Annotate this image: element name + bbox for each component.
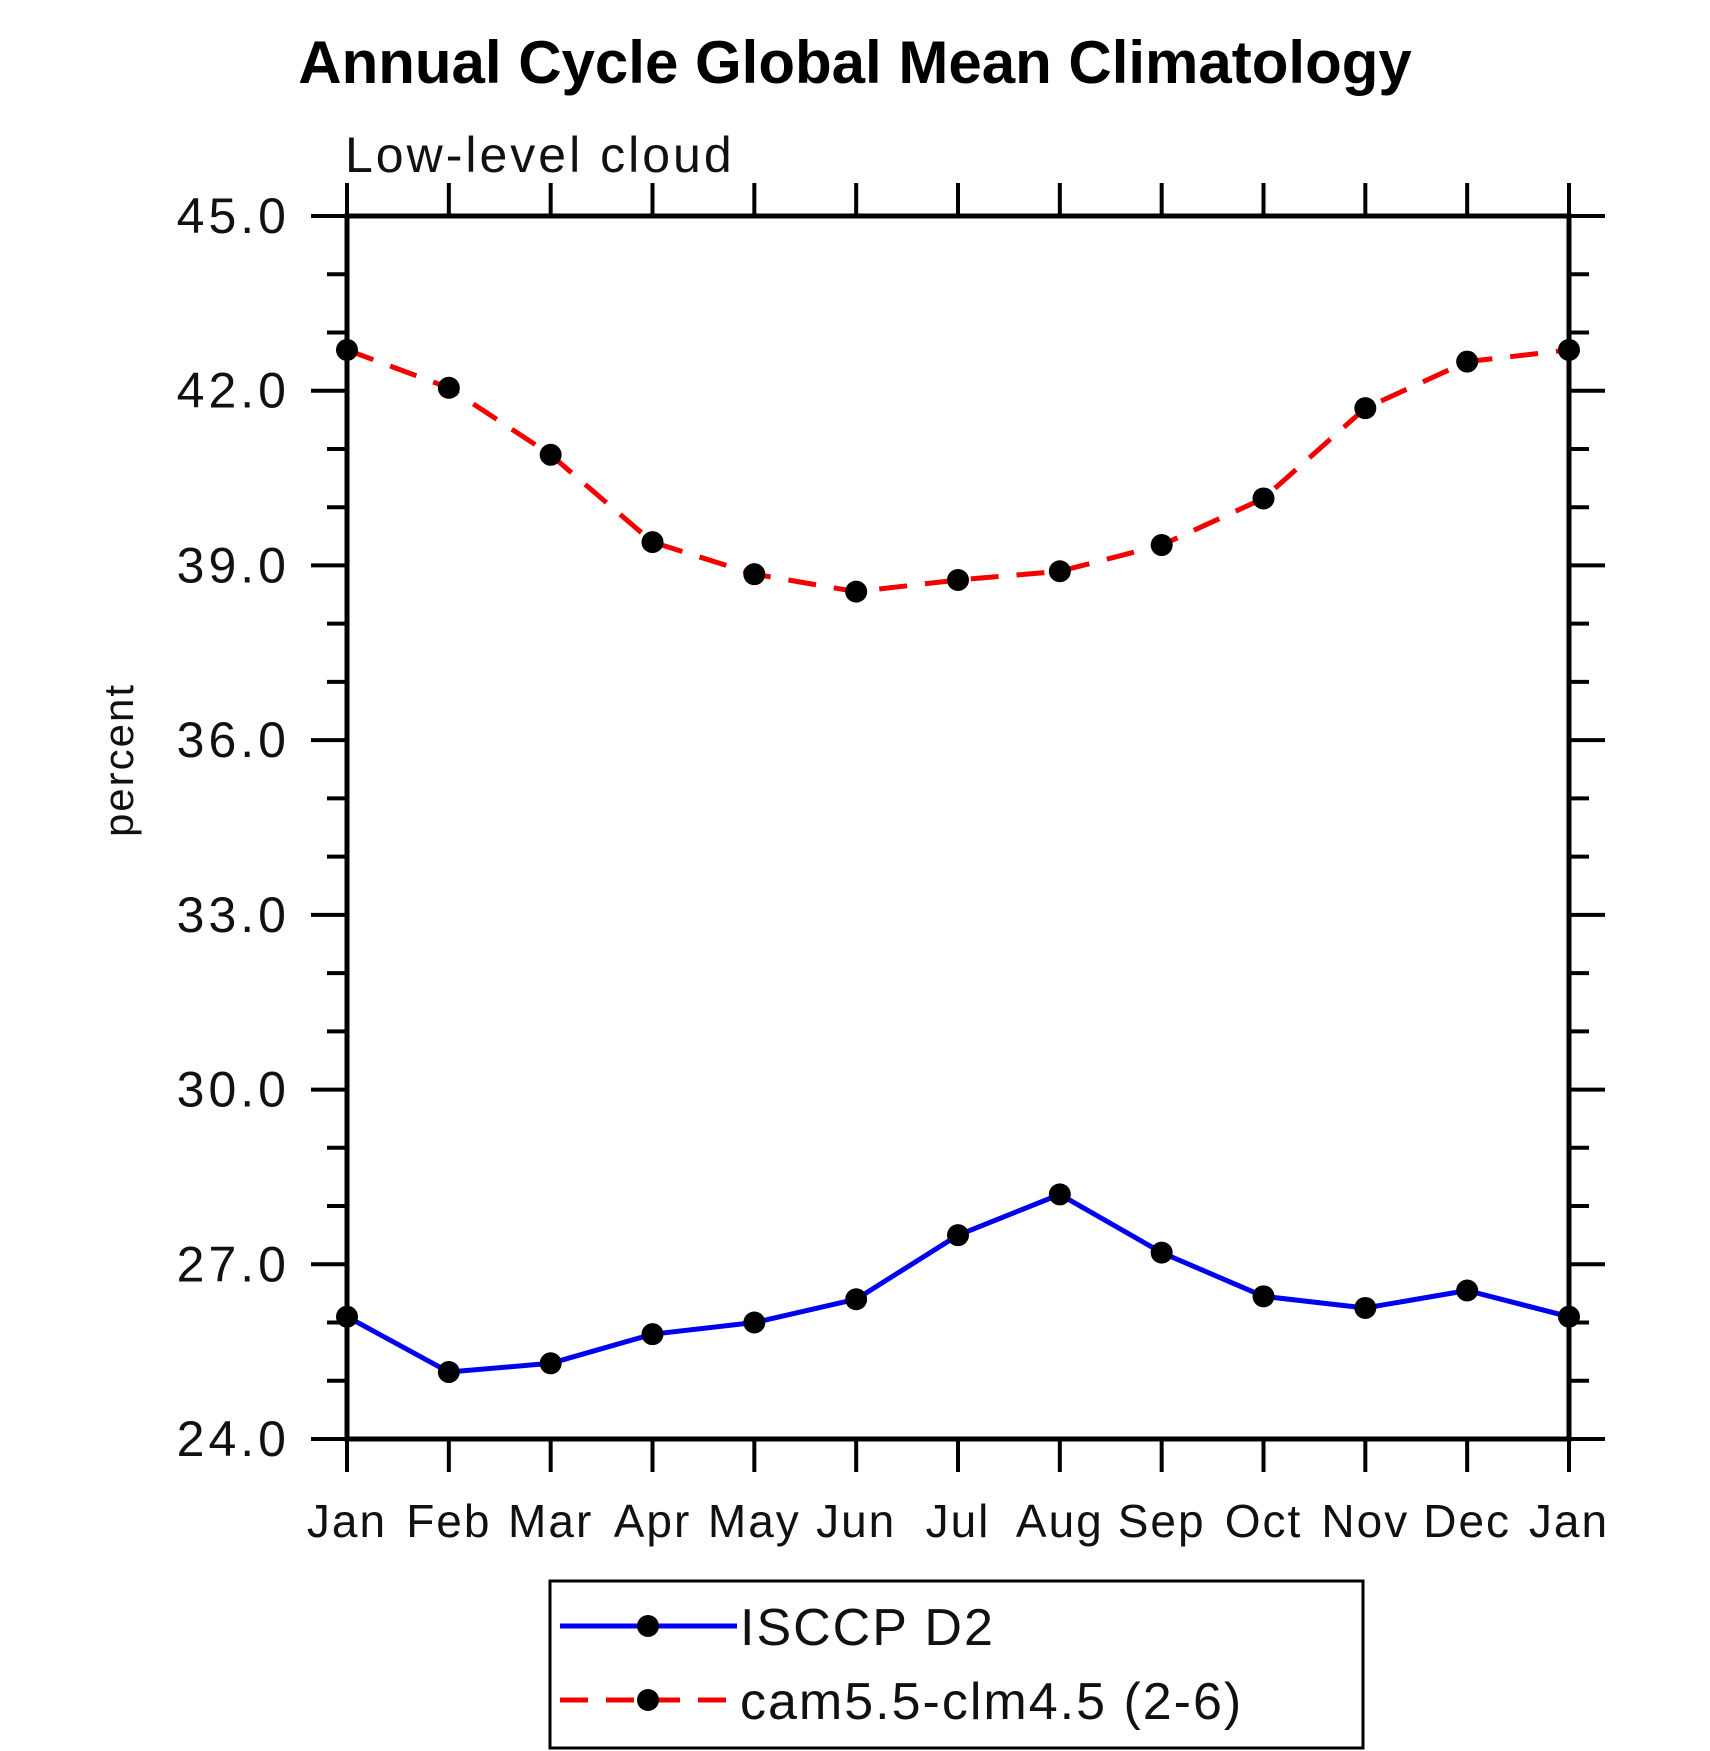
series-marker-0 xyxy=(947,1224,969,1247)
series-marker-1 xyxy=(1252,487,1275,510)
series-marker-0 xyxy=(437,1361,460,1384)
series-marker-1 xyxy=(336,338,358,361)
series-marker-0 xyxy=(1252,1285,1275,1308)
series-marker-0 xyxy=(1048,1183,1071,1206)
y-tick-label: 33.0 xyxy=(177,887,290,943)
x-tick-label: Apr xyxy=(614,1495,692,1547)
y-tick-label: 42.0 xyxy=(177,363,290,419)
y-tick-label: 39.0 xyxy=(177,537,290,593)
series-marker-0 xyxy=(539,1352,562,1375)
x-tick-label: Jan xyxy=(1529,1495,1609,1547)
legend-label-0: ISCCP D2 xyxy=(740,1599,995,1657)
chart-title: Annual Cycle Global Mean Climatology xyxy=(298,29,1412,96)
series-marker-0 xyxy=(1456,1279,1479,1302)
chart-subtitle: Low-level cloud xyxy=(345,127,735,183)
legend-marker-0 xyxy=(637,1615,659,1637)
series-marker-0 xyxy=(336,1305,358,1328)
x-tick-label: Oct xyxy=(1225,1495,1303,1547)
x-tick-label: Mar xyxy=(508,1495,593,1547)
series-marker-1 xyxy=(641,531,664,554)
series-marker-1 xyxy=(539,443,562,466)
series-marker-1 xyxy=(1558,338,1580,361)
x-tick-label: Jan xyxy=(307,1495,387,1547)
y-tick-label: 36.0 xyxy=(177,712,290,768)
series-line-1 xyxy=(346,347,1570,595)
series-marker-1 xyxy=(743,563,766,586)
legend-label-1: cam5.5-clm4.5 (2-6) xyxy=(740,1673,1243,1731)
series-marker-1 xyxy=(1456,350,1479,373)
y-tick-label: 30.0 xyxy=(177,1062,290,1118)
y-tick-label: 24.0 xyxy=(177,1411,290,1467)
x-tick-label: Sep xyxy=(1118,1495,1206,1547)
series-marker-0 xyxy=(845,1288,868,1311)
series-marker-0 xyxy=(1150,1241,1173,1264)
y-tick-label: 45.0 xyxy=(177,188,290,244)
x-tick-label: Feb xyxy=(406,1495,491,1547)
legend-marker-1 xyxy=(637,1689,659,1711)
series-marker-0 xyxy=(641,1323,664,1346)
series-marker-0 xyxy=(1558,1305,1580,1328)
y-tick-label: 27.0 xyxy=(177,1236,290,1292)
series-line-0 xyxy=(345,1191,1570,1375)
series-marker-1 xyxy=(1048,560,1071,583)
series-marker-1 xyxy=(845,580,868,603)
x-tick-label: Nov xyxy=(1321,1495,1409,1547)
x-tick-label: Jul xyxy=(926,1495,991,1547)
series-marker-0 xyxy=(743,1311,766,1334)
x-tick-label: Dec xyxy=(1423,1495,1511,1547)
series-marker-1 xyxy=(1354,397,1377,420)
x-tick-label: May xyxy=(708,1495,801,1547)
x-tick-label: Aug xyxy=(1016,1495,1104,1547)
series-marker-1 xyxy=(947,568,969,591)
x-tick-label: Jun xyxy=(816,1495,896,1547)
legend-box xyxy=(548,1579,1365,1750)
series-marker-1 xyxy=(1150,534,1173,557)
series-marker-1 xyxy=(437,376,460,399)
series-marker-0 xyxy=(1354,1296,1377,1319)
